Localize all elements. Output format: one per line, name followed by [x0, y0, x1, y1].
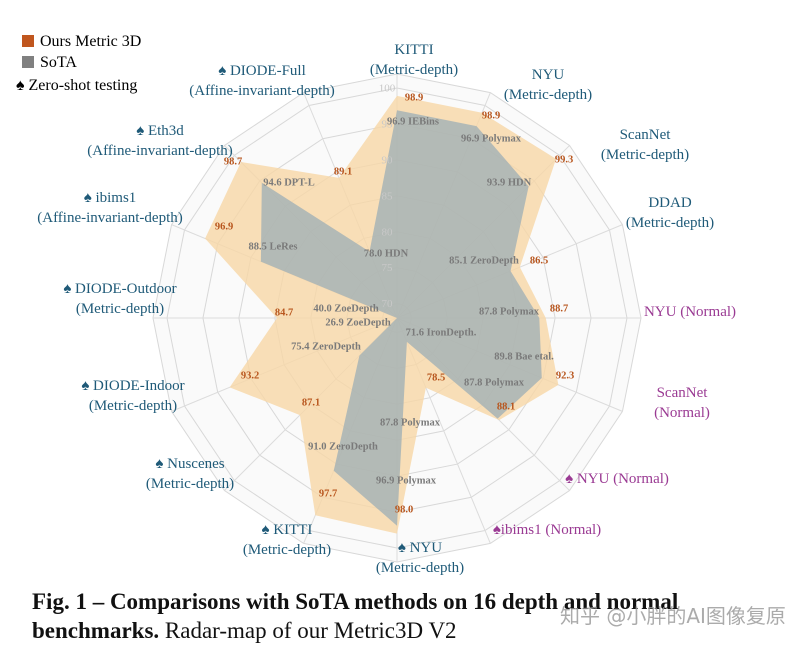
value-label: 94.6 DPT-L: [263, 177, 315, 189]
value-label: 26.9 ZoeDepth: [325, 317, 391, 329]
r-tick-label: 100: [379, 83, 396, 95]
axis-label: ♠ DIODE-Full (Affine-invariant-depth): [189, 63, 335, 99]
value-label: 88.1: [496, 401, 516, 413]
legend-note: ♠ Zero-shot testing: [16, 77, 138, 94]
r-tick-label: 70: [382, 298, 394, 310]
annotation: 87.8 Polymax: [379, 417, 441, 429]
value-label: 96.9: [214, 221, 234, 233]
value-label: 96.9 IEBins: [387, 116, 439, 128]
legend-label: Ours Metric 3D: [40, 33, 142, 50]
axis-label: KITTI (Metric-depth): [369, 42, 459, 78]
axis-label: DDAD (Metric-depth): [625, 195, 715, 231]
legend-entry: SoTA: [22, 53, 77, 73]
axis-label: NYU (Normal): [643, 304, 737, 320]
value-label: 86.5: [529, 255, 549, 267]
r-tick-label: 80: [382, 226, 394, 238]
r-tick-label: 90: [382, 154, 394, 166]
value-label: 97.7: [318, 488, 338, 500]
value-label: 87.8 Polymax: [463, 377, 525, 389]
watermark: 知乎 @小胖的AI图像复原: [560, 604, 786, 628]
axis-label: ♠ ibims1 (Affine-invariant-depth): [37, 190, 183, 226]
value-label: 96.9 Polymax: [460, 133, 522, 145]
value-label: 93.9 HDN: [486, 177, 532, 189]
axis-label: ScanNet (Normal): [654, 385, 710, 421]
value-label: 87.8 Polymax: [478, 306, 540, 318]
value-label: 71.6 IronDepth.: [405, 327, 477, 339]
legend-label: SoTA: [40, 54, 77, 71]
series-area: [260, 110, 542, 526]
caption-bold: Fig. 1 – Comparisons with SoTA methods o…: [32, 589, 679, 643]
value-label: 89.8 Bae etal.: [494, 351, 554, 363]
value-label: 88.7: [549, 303, 569, 315]
axis-label: ScanNet (Metric-depth): [600, 127, 690, 163]
legend-swatch: [22, 35, 34, 47]
value-label: 75.4 ZeroDepth: [291, 341, 361, 353]
r-tick-label: 75: [382, 262, 394, 274]
axis-label: ♠ NYU (Metric-depth): [375, 540, 465, 576]
value-label: 78.0 HDN: [363, 248, 409, 260]
caption-text: Radar-map of our Metric3D V2: [164, 618, 457, 643]
axis-label: ♠ NYU (Normal): [565, 471, 669, 487]
axis-label: ♠ Eth3d (Affine-invariant-depth): [87, 123, 233, 159]
r-tick-label: 85: [382, 190, 394, 202]
caption: Fig. 1 – Comparisons with SoTA methods o…: [32, 587, 722, 645]
value-label: 85.1 ZeroDepth: [449, 255, 519, 267]
axis-label: NYU (Metric-depth): [503, 67, 593, 103]
axis-label: ♠ DIODE-Indoor (Metric-depth): [81, 378, 185, 414]
value-label: 40.0 ZoeDepth: [313, 303, 379, 315]
axis-label: ♠ KITTI (Metric-depth): [242, 522, 332, 558]
legend-swatch: [22, 56, 34, 68]
axis-label: ♠ DIODE-Outdoor (Metric-depth): [63, 281, 177, 317]
r-tick-label: 95: [382, 118, 394, 130]
value-label: 87.1: [301, 397, 321, 409]
value-label: 93.2: [240, 370, 260, 382]
axis-label: ♠ibims1 (Normal): [492, 522, 602, 538]
value-label: 89.1: [333, 166, 353, 178]
value-label: 84.7: [274, 307, 294, 319]
value-label: 98.0: [394, 504, 414, 516]
value-label: 98.9: [481, 110, 501, 122]
value-label: 98.9: [404, 92, 424, 104]
legend-entry: Ours Metric 3D: [22, 32, 141, 52]
value-label: 78.5: [426, 372, 446, 384]
value-label: 88.5 LeRes: [248, 241, 298, 253]
value-label: 92.3: [555, 370, 575, 382]
value-label: 98.7: [223, 156, 243, 168]
axis-label: ♠ Nuscenes (Metric-depth): [145, 456, 235, 492]
value-label: 91.0 ZeroDepth: [308, 441, 378, 453]
value-label: 99.3: [554, 154, 574, 166]
value-label: 96.9 Polymax: [375, 475, 437, 487]
